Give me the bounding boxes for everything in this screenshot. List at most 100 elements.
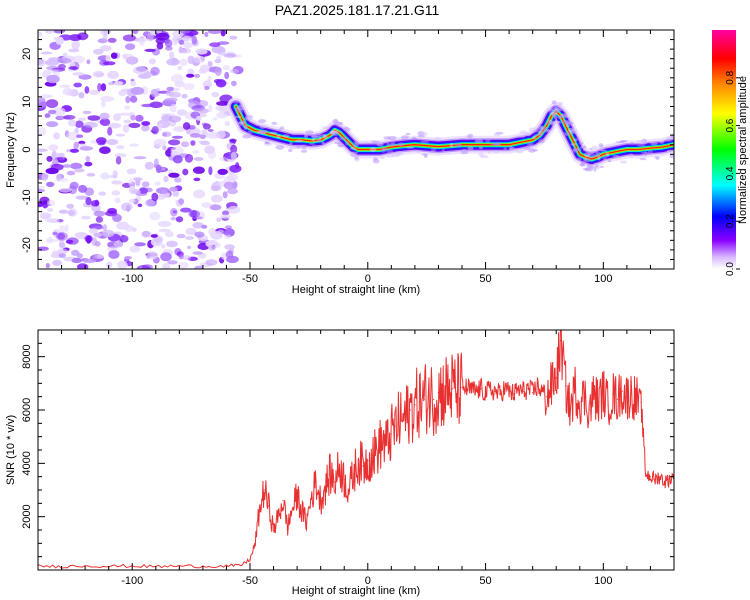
snr-point — [649, 476, 652, 478]
noise-blob — [68, 66, 78, 70]
noise-blob — [123, 119, 132, 124]
ridge-speckle — [309, 142, 316, 145]
noise-blob — [125, 96, 131, 104]
noise-blob — [67, 210, 76, 216]
snr-point — [414, 404, 416, 406]
noise-blob — [173, 39, 178, 46]
noise-blob — [128, 122, 141, 129]
ridge-speckle — [388, 143, 397, 147]
x-tick-label: 50 — [479, 273, 491, 285]
noise-blob — [222, 210, 230, 216]
snr-point — [400, 420, 402, 422]
noise-blob — [141, 103, 155, 108]
snr-point — [371, 454, 374, 456]
snr-point — [433, 398, 435, 400]
noise-blob — [119, 235, 129, 243]
ridge-speckle — [434, 136, 442, 141]
noise-blob — [38, 58, 44, 65]
noise-blob — [150, 66, 160, 76]
noise-blob — [82, 258, 97, 264]
ridge-speckle — [548, 109, 554, 112]
noise-blob — [141, 230, 151, 237]
noise-blob — [93, 232, 103, 237]
noise-blob — [97, 82, 102, 92]
ridge-speckle — [494, 150, 499, 154]
snr-point — [569, 409, 572, 411]
y-tick-label: -20 — [21, 237, 33, 253]
snr-content — [38, 330, 674, 569]
noise-blob — [215, 106, 225, 111]
x-tick-label: -50 — [242, 575, 258, 587]
noise-blob — [174, 177, 182, 183]
noise-blob — [130, 114, 136, 121]
noise-blob — [171, 135, 183, 139]
ridge-speckle — [612, 154, 620, 157]
noise-blob — [53, 107, 66, 117]
noise-blob — [176, 233, 186, 239]
ridge-speckle — [479, 146, 483, 150]
ridge-speckle — [386, 154, 395, 158]
ridge-speckle — [567, 127, 575, 133]
noise-blob — [48, 57, 60, 61]
noise-blob — [180, 207, 192, 213]
colorbar-tick-label: 0.6 — [725, 118, 736, 132]
ridge-speckle — [337, 141, 344, 147]
noise-blob — [68, 48, 80, 53]
noise-blob — [93, 210, 106, 217]
noise-blob — [196, 115, 202, 121]
ridge-speckle — [620, 140, 629, 142]
ridge-speckle — [493, 132, 501, 137]
ridge-speckle — [242, 125, 249, 128]
ridge-speckle — [628, 153, 634, 158]
noise-blob — [181, 35, 192, 42]
ridge-speckle — [296, 145, 301, 149]
ridge-speckle — [387, 135, 397, 141]
noise-blob — [167, 169, 173, 174]
noise-blob — [59, 187, 72, 193]
noise-blob — [41, 173, 49, 181]
noise-blob — [215, 79, 227, 88]
ridge-speckle — [523, 145, 531, 151]
noise-blob — [166, 58, 180, 66]
noise-blob — [172, 155, 183, 164]
ridge-speckle — [607, 159, 612, 163]
ridge-speckle — [333, 121, 343, 126]
noise-blob — [72, 72, 85, 76]
snr-point — [419, 401, 421, 403]
noise-blob — [102, 61, 116, 66]
ridge-speckle — [487, 150, 491, 154]
snr-point — [282, 500, 284, 502]
noise-blob — [46, 181, 55, 188]
ridge-speckle — [630, 141, 635, 145]
noise-blob — [194, 265, 204, 269]
noise-blob — [66, 131, 80, 141]
noise-blob — [149, 211, 161, 221]
noise-blob — [45, 59, 59, 66]
ridge-speckle — [454, 143, 462, 147]
snr-point — [664, 481, 666, 483]
noise-blob — [181, 93, 188, 99]
ridge-speckle — [640, 151, 650, 154]
ridge-speckle — [639, 141, 647, 145]
ridge-speckle — [258, 119, 267, 124]
ridge-speckle — [583, 145, 587, 149]
noise-blob — [69, 181, 79, 190]
snr-point — [258, 510, 260, 512]
snr-point — [607, 404, 609, 406]
ridge-speckle — [647, 149, 653, 155]
snr-point — [527, 388, 529, 390]
noise-blob — [107, 81, 115, 86]
ridge-speckle — [503, 147, 507, 151]
noise-blob — [111, 180, 123, 185]
noise-blob — [107, 127, 113, 136]
noise-blob — [191, 35, 198, 45]
noise-blob — [66, 170, 76, 176]
noise-blob — [52, 259, 62, 266]
ridge-speckle — [526, 132, 531, 137]
ridge-speckle — [552, 121, 562, 124]
ridge-speckle — [271, 121, 278, 125]
noise-blob — [179, 58, 188, 67]
noise-blob — [88, 89, 100, 96]
snr-point — [334, 481, 336, 483]
noise-blob — [226, 173, 239, 181]
